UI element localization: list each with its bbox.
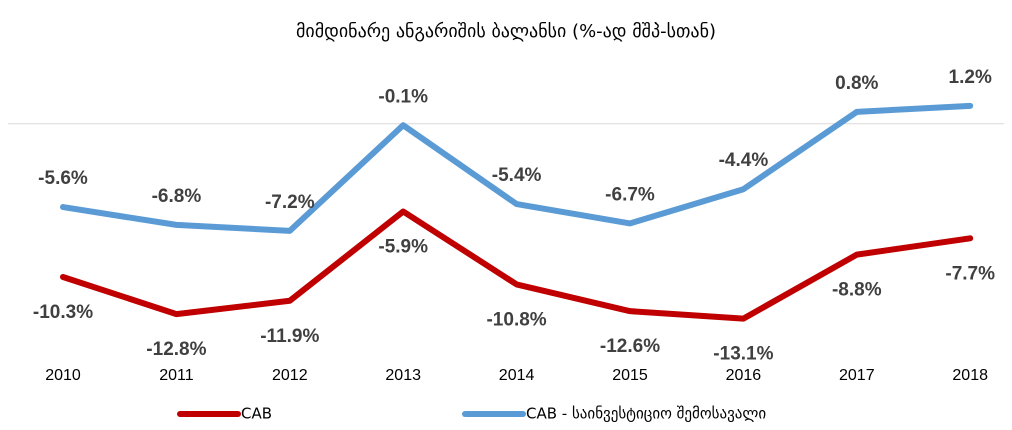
data-label: -7.7% [945, 263, 995, 284]
x-tick-label: 2012 [272, 367, 308, 384]
x-tick-label: 2010 [45, 367, 81, 384]
data-label: -5.9% [378, 237, 428, 258]
x-tick-label: 2016 [726, 367, 762, 384]
series-line [60, 208, 974, 322]
data-label: 0.8% [835, 73, 878, 94]
legend-label: CAB [241, 405, 272, 423]
x-tick-label: 2018 [952, 367, 988, 384]
series-line [60, 102, 974, 234]
data-label: -10.3% [33, 302, 93, 323]
data-label: -13.1% [713, 344, 773, 365]
data-label: -4.4% [719, 150, 769, 171]
data-label: -5.4% [492, 165, 542, 186]
data-label: -5.6% [38, 168, 88, 189]
x-tick-label: 2015 [612, 367, 648, 384]
data-label: 1.2% [949, 67, 992, 88]
data-label: -12.8% [146, 339, 206, 360]
data-label: -6.8% [152, 186, 202, 207]
chart-title: მიმდინარე ანგარიშის ბალანსი (%-ად მშპ-სთ… [296, 21, 716, 42]
x-tick-label: 2014 [499, 367, 535, 384]
x-tick-label: 2017 [839, 367, 875, 384]
x-tick-label: 2013 [385, 367, 421, 384]
data-label: -8.8% [832, 280, 882, 301]
legend-label: CAB - საინვესტიციო შემოსავალი [526, 405, 766, 423]
x-tick-label: 2011 [159, 367, 194, 384]
data-label: -10.8% [486, 309, 546, 330]
data-label: -12.6% [600, 336, 660, 357]
data-label: -7.2% [265, 192, 315, 213]
data-label: -6.7% [605, 184, 655, 205]
data-label: -11.9% [260, 326, 319, 347]
data-label: -0.1% [378, 86, 428, 107]
